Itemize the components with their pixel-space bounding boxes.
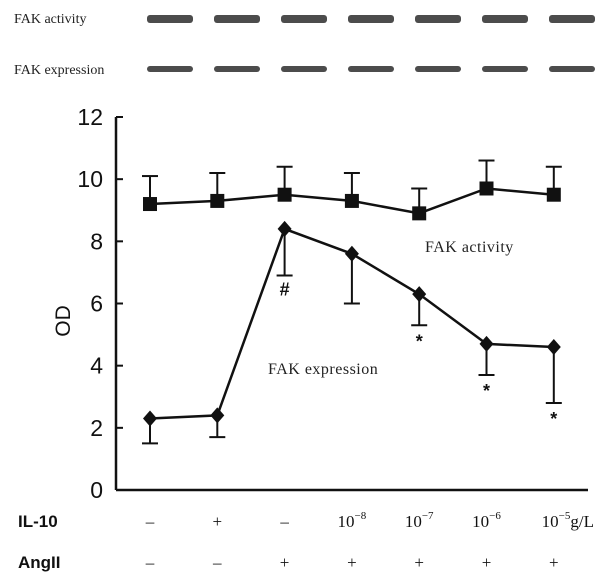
y-axis-label: OD (52, 305, 75, 337)
angii-value: + (280, 553, 290, 572)
blot-band (348, 15, 394, 23)
data-point-diamond (479, 335, 494, 352)
blot-band (348, 66, 394, 72)
blot-band (549, 66, 595, 72)
angii-value: + (549, 553, 559, 572)
blot-band (281, 15, 327, 23)
data-point-diamond (277, 220, 292, 237)
data-point-square (479, 181, 494, 196)
angii-value: + (482, 553, 492, 572)
blot-band (482, 66, 528, 72)
angii-value: + (347, 553, 357, 572)
data-point-square (546, 187, 561, 202)
data-point-diamond (143, 410, 157, 427)
y-tick-label: 12 (77, 104, 103, 130)
y-tick-label: 4 (90, 353, 103, 379)
y-tick-label: 6 (90, 291, 103, 317)
blot-band (415, 66, 461, 72)
angii-value: – (145, 553, 155, 572)
western-blot-panel: FAK activity FAK expression (14, 12, 595, 78)
data-point-diamond (344, 245, 359, 262)
significance-mark: * (483, 381, 490, 401)
angii-value: – (212, 553, 222, 572)
data-point-diamond (546, 339, 561, 356)
series-label-activity: FAK activity (425, 239, 514, 256)
il10-value: 10−5g/L (542, 510, 594, 531)
y-tick-label: 2 (90, 415, 103, 441)
blot-band (281, 66, 327, 72)
data-point-square (210, 193, 225, 208)
row-label-il10: IL-10 (18, 512, 58, 531)
data-point-square (277, 187, 292, 202)
blot-band (549, 15, 595, 23)
il10-value: 10−7 (405, 510, 434, 531)
angii-treatment-row: – – + + + + + (145, 553, 559, 572)
data-point-diamond (412, 286, 427, 303)
il10-value: – (279, 512, 289, 531)
blot-band (482, 15, 528, 23)
data-markers (143, 181, 561, 427)
il10-value: – (145, 512, 155, 531)
blot-band (147, 66, 193, 72)
significance-marks: # * * * (280, 280, 558, 429)
significance-mark: * (416, 331, 423, 351)
significance-mark: * (550, 409, 557, 429)
blot-band (147, 15, 193, 23)
significance-mark: # (280, 280, 290, 300)
il10-value: 10−8 (338, 510, 367, 531)
series-label-expression: FAK expression (268, 361, 378, 378)
data-point-square (143, 197, 157, 212)
il10-value: + (213, 512, 223, 531)
y-tick-label: 8 (90, 228, 103, 254)
blot-band (214, 66, 260, 72)
blot-band (214, 15, 260, 23)
data-point-square (412, 206, 427, 221)
il10-treatment-row: – + – 10−8 10−7 10−6 10−5g/L (145, 510, 594, 531)
blot-label-activity: FAK activity (14, 12, 86, 27)
blot-band (415, 15, 461, 23)
blot-label-expression: FAK expression (14, 63, 104, 78)
y-tick-label: 0 (90, 477, 103, 503)
angii-value: + (414, 553, 424, 572)
y-ticks: 0 2 4 6 8 10 12 (77, 104, 123, 503)
il10-value: 10−6 (472, 510, 501, 531)
y-tick-label: 10 (77, 166, 103, 192)
data-point-square (344, 193, 359, 208)
row-label-angii: AngII (18, 553, 61, 572)
data-point-diamond (210, 407, 225, 424)
